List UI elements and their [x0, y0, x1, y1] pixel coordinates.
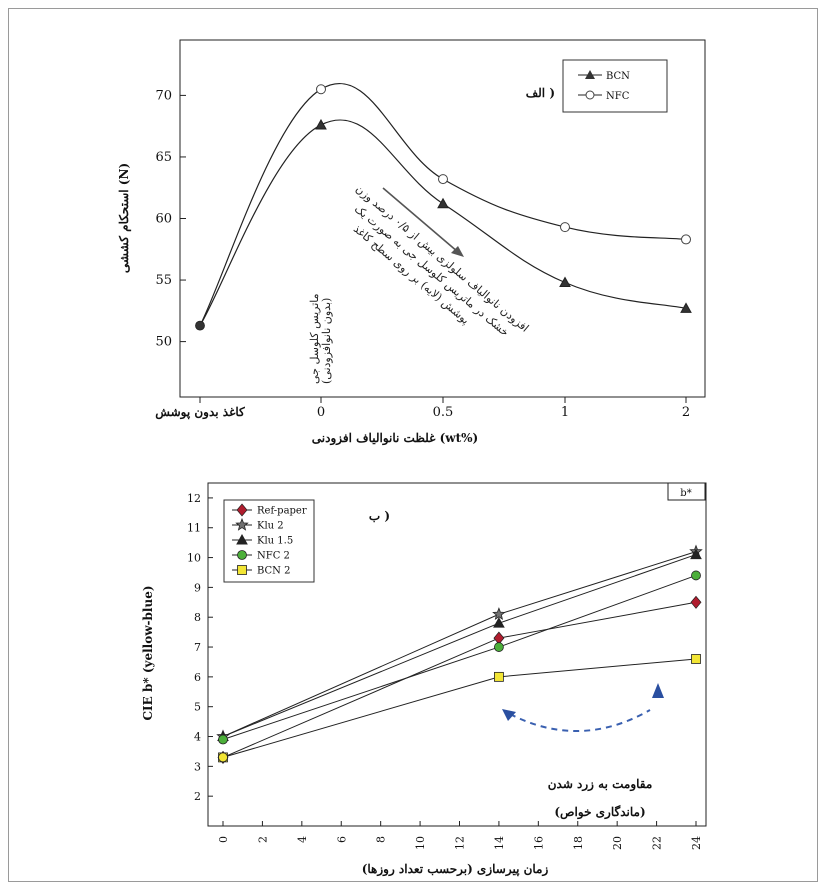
chart-b-annotation-line-1: مقاومت به زرد شدن — [548, 777, 653, 792]
chart-b-y-tick-label: 8 — [194, 611, 201, 624]
chart-a-legend: BCN NFC — [562, 59, 668, 113]
chart-b-legend-marker — [237, 550, 247, 560]
chart-b-y-axis-label: CIE b* (yellow-blue) — [141, 585, 155, 720]
chart-b-point-klu-2 — [492, 607, 506, 620]
chart-b-annotation-line-2: (ماندگاری خواص) — [554, 804, 645, 820]
chart-b-legend-label: Klu 1.5 — [257, 536, 293, 547]
chart-b-panel-label: ب ) — [369, 509, 390, 523]
legend-nfc-label: NFC — [606, 91, 630, 102]
chart-b-annotation-arrow — [502, 683, 664, 733]
chart-b-legend-label: NFC 2 — [257, 551, 290, 562]
chart-b-point-klu-1-5 — [493, 617, 505, 628]
chart-a-y-tick-label: 50 — [155, 335, 172, 350]
chart-a-point-nfc — [681, 234, 691, 245]
chart-b-x-tick-label: 8 — [375, 836, 388, 843]
chart-b-series-line-ref-paper — [222, 601, 697, 758]
chart-b-corner-label: b* — [667, 482, 706, 501]
legend-nfc-marker — [585, 90, 595, 100]
chart-a-series-line-bcn — [199, 119, 687, 326]
legend-bcn-label: BCN — [606, 71, 630, 82]
chart-a-series-line-nfc — [199, 82, 687, 326]
chart-b-point-nfc-2 — [218, 734, 228, 745]
chart-b-point-bcn-2 — [494, 671, 504, 682]
chart-b-y-tick-label: 11 — [187, 522, 201, 535]
chart-a-point-nfc — [316, 84, 326, 95]
chart-b-x-tick-label: 4 — [296, 836, 309, 843]
chart-b-y-tick-label: 9 — [194, 581, 201, 594]
figure-frame — [8, 8, 818, 882]
chart-a-x-tick-label: 0 — [317, 405, 325, 420]
chart-b-y-tick-label: 3 — [194, 760, 201, 773]
chart-b-point-nfc-2 — [494, 642, 504, 652]
chart-b-x-tick-label: 10 — [414, 836, 427, 850]
chart-b-y-tick-label: 7 — [194, 641, 201, 654]
chart-b-x-axis-label: زمان پیرسازی (برحسب تعداد روزها) — [362, 862, 549, 877]
svg-text:b*: b* — [680, 488, 691, 499]
chart-b-legend-marker — [236, 503, 248, 517]
chart-b-point-bcn-2 — [691, 654, 701, 664]
chart-a-y-axis-label: استحکام کششی (N) — [117, 163, 132, 273]
chart-b-x-tick-label: 20 — [611, 836, 624, 850]
chart-a-x-tick-label: 0.5 — [433, 405, 454, 420]
chart-b-y-tick-label: 4 — [194, 731, 201, 744]
chart-a-point-nfc — [438, 174, 448, 185]
chart-a-point-nfc — [560, 222, 570, 233]
chart-b-legend-label: BCN 2 — [257, 566, 290, 577]
chart-a-y-tick-label: 60 — [155, 212, 172, 227]
chart-a-annotation-arrow — [382, 187, 464, 257]
chart-b-x-tick-label: 18 — [572, 836, 585, 850]
chart-b-x-tick-label: 2 — [256, 836, 269, 843]
chart-b-legend-label: Klu 2 — [257, 521, 284, 532]
chart-b-x-tick-label: 14 — [493, 836, 506, 850]
chart-a-zero-annotation-line-1: ماتریس کلوسل جی — [308, 293, 321, 384]
chart-b-point-extra — [218, 752, 228, 763]
chart-b-x-tick-label: 12 — [454, 836, 467, 850]
chart-b-series-line-nfc-2 — [222, 574, 697, 740]
chart-a-point-bcn — [315, 118, 327, 130]
chart-b-x-tick-label: 24 — [690, 836, 703, 850]
chart-b-point-ref-paper — [690, 595, 702, 609]
chart-b-series-line-bcn-2 — [222, 658, 697, 758]
chart-b-y-tick-label: 2 — [194, 790, 201, 803]
chart-a-point-bcn — [559, 276, 571, 288]
chart-b-point-klu-1-5 — [690, 548, 702, 560]
chart-b-legend-marker — [237, 565, 247, 575]
chart-a-y-tick-label: 65 — [155, 150, 172, 165]
chart-b-x-tick-label: 22 — [651, 836, 664, 850]
chart-a-x-tick-label: 2 — [682, 405, 690, 420]
chart-b-x-tick-label: 0 — [217, 836, 230, 843]
chart-b-plot-area — [207, 482, 707, 827]
chart-b-legend-label: Ref-paper — [257, 506, 307, 517]
chart-a-panel-label: الف ) — [526, 86, 555, 100]
chart-a-x-tick-label: 1 — [561, 405, 569, 420]
chart-a-y-tick-label: 55 — [155, 273, 172, 288]
chart-a-zero-annotation-line-2: (بدون نانوافزودنی) — [320, 298, 333, 384]
chart-b-y-tick-label: 12 — [187, 492, 201, 505]
chart-b-point-nfc-2 — [691, 570, 701, 581]
chart-a-point-bcn — [437, 197, 449, 209]
chart-b-legend: Ref-paper Klu 2 Klu 1.5 NFC 2 BCN 2 — [223, 499, 315, 583]
chart-b-y-tick-label: 6 — [194, 671, 201, 684]
chart-b-legend-marker — [236, 533, 248, 545]
chart-a-annotation-line-2: خشک در ماتریس کلوسل جی به صورت یک — [352, 202, 511, 339]
chart-b-y-tick-label: 10 — [187, 552, 201, 565]
chart-b-legend-marker — [235, 517, 249, 531]
chart-a-y-tick-label: 70 — [155, 88, 172, 103]
chart-a-x-axis-label: غلظت نانوالیاف افزودنی (wt%) — [312, 431, 478, 446]
legend-bcn-marker — [585, 70, 595, 79]
chart-b-x-tick-label: 6 — [335, 836, 348, 843]
chart-b-x-tick-label: 16 — [532, 836, 545, 850]
chart-b-y-tick-label: 5 — [194, 701, 201, 714]
chart-a-x-tick-label: کاغذ بدون پوشش — [155, 405, 245, 420]
chart-a-point-bcn — [195, 320, 205, 331]
chart-a-point-bcn — [680, 302, 692, 313]
